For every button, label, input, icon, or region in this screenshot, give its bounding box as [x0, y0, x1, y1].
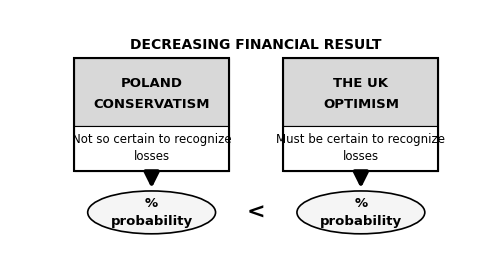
Text: OPTIMISM: OPTIMISM: [323, 98, 399, 111]
FancyBboxPatch shape: [284, 126, 438, 171]
Text: %
probability: % probability: [320, 197, 402, 228]
Text: Must be certain to recognize
losses: Must be certain to recognize losses: [276, 133, 446, 163]
Text: <: <: [247, 202, 266, 222]
Text: %
probability: % probability: [110, 197, 192, 228]
Ellipse shape: [297, 191, 425, 234]
Text: Not so certain to recognize
losses: Not so certain to recognize losses: [72, 133, 232, 163]
Text: CONSERVATISM: CONSERVATISM: [94, 98, 210, 111]
Text: THE UK: THE UK: [334, 77, 388, 90]
Text: DECREASING FINANCIAL RESULT: DECREASING FINANCIAL RESULT: [130, 38, 382, 52]
FancyBboxPatch shape: [74, 58, 229, 126]
FancyBboxPatch shape: [284, 58, 438, 126]
Ellipse shape: [88, 191, 216, 234]
Text: POLAND: POLAND: [120, 77, 182, 90]
FancyBboxPatch shape: [74, 126, 229, 171]
